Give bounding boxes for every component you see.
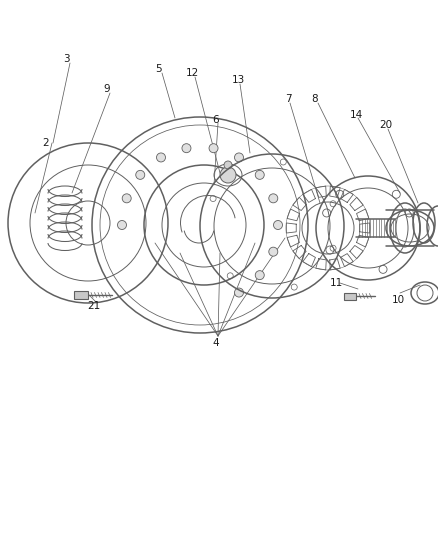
Text: 4: 4 [213, 338, 219, 348]
Text: 21: 21 [87, 301, 101, 311]
Circle shape [136, 171, 145, 180]
FancyBboxPatch shape [344, 293, 356, 300]
Circle shape [234, 153, 244, 162]
Circle shape [209, 144, 218, 152]
FancyBboxPatch shape [74, 291, 88, 299]
Circle shape [269, 194, 278, 203]
Circle shape [224, 161, 232, 169]
Text: 3: 3 [63, 54, 69, 64]
Circle shape [269, 247, 278, 256]
Text: 12: 12 [185, 68, 198, 78]
Text: 10: 10 [392, 295, 405, 305]
Circle shape [220, 167, 236, 183]
Circle shape [122, 194, 131, 203]
Text: 11: 11 [329, 278, 343, 288]
Circle shape [117, 221, 127, 230]
Circle shape [234, 288, 244, 297]
Circle shape [182, 144, 191, 152]
Text: 7: 7 [285, 94, 291, 104]
Circle shape [255, 171, 264, 180]
Circle shape [255, 271, 264, 280]
Text: 14: 14 [350, 110, 363, 120]
Text: 5: 5 [155, 64, 161, 74]
Text: 2: 2 [42, 138, 49, 148]
Text: 8: 8 [312, 94, 318, 104]
Text: 6: 6 [213, 115, 219, 125]
Text: 20: 20 [379, 120, 392, 130]
Text: 13: 13 [231, 75, 245, 85]
Text: 9: 9 [104, 84, 110, 94]
Circle shape [273, 221, 283, 230]
Circle shape [156, 153, 166, 162]
